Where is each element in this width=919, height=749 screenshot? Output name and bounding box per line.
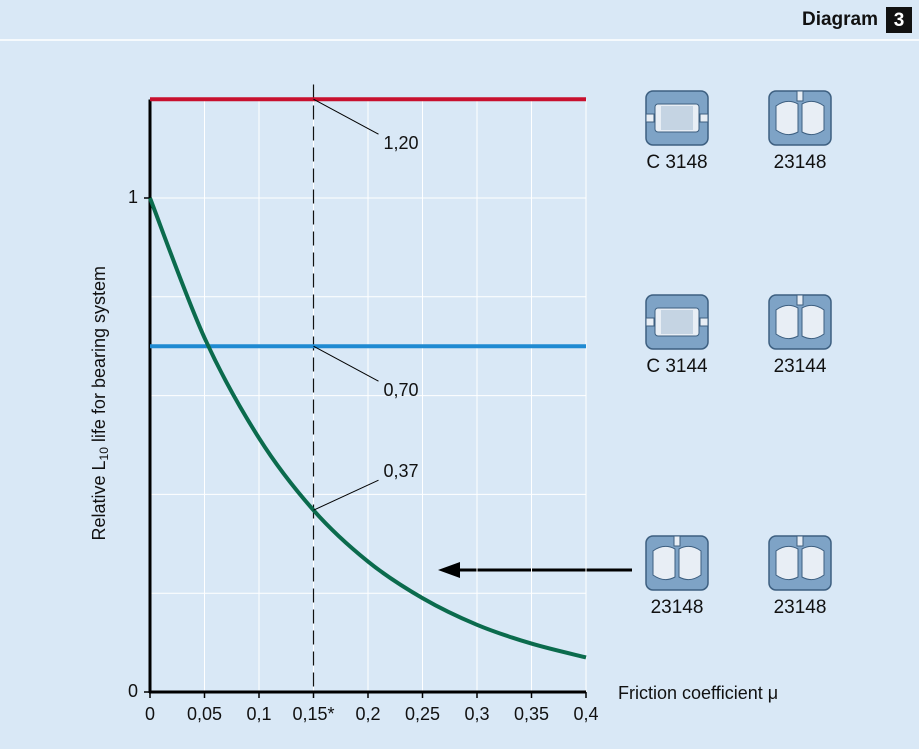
bearing-icon xyxy=(769,295,831,349)
bearing-icon xyxy=(646,536,708,590)
bearing-label: C 3144 xyxy=(646,356,708,377)
header-title: Diagram xyxy=(802,9,878,30)
x-tick-label: 0,35 xyxy=(514,704,549,724)
value-label: 1,20 xyxy=(384,133,419,153)
bearing-icon xyxy=(646,91,708,145)
bearing-label: 23148 xyxy=(774,152,827,173)
x-tick-label: 0,25 xyxy=(405,704,440,724)
bearing-icon xyxy=(646,295,708,349)
header-number: 3 xyxy=(894,10,905,31)
value-label: 0,70 xyxy=(384,380,419,400)
y-axis-label-part: 10 xyxy=(97,447,111,461)
bearing-label: 23148 xyxy=(774,597,827,618)
x-tick-label: 0,05 xyxy=(187,704,222,724)
bearing-icon xyxy=(769,536,831,590)
y-tick-label: 0 xyxy=(128,681,138,701)
x-tick-label: 0 xyxy=(145,704,155,724)
x-tick-label: 0,15* xyxy=(292,704,334,724)
value-label: 0,37 xyxy=(384,461,419,481)
x-tick-label: 0,1 xyxy=(246,704,271,724)
bearing-label: 23148 xyxy=(651,597,704,618)
bearing-label: 23144 xyxy=(774,356,827,377)
leader-line xyxy=(314,99,379,134)
leader-line xyxy=(314,480,379,510)
chart: Diagram 3 0 0,05 0,1 0,15* 0,2 0,25 0,3 0,35 0,4… xyxy=(0,0,919,749)
x-axis-label: Friction coefficient μ xyxy=(618,683,778,703)
bearing-icon xyxy=(769,91,831,145)
page: {"header": {"title": "Diagram", "number"… xyxy=(0,0,919,749)
arrow xyxy=(438,562,632,578)
leader-line xyxy=(314,346,379,381)
x-tick-label: 0,2 xyxy=(355,704,380,724)
y-axis-label: Relative L10 life for bearing system xyxy=(89,266,111,540)
y-axis-label-part: life for bearing system xyxy=(89,266,109,447)
y-axis-label-part: Relative L xyxy=(89,460,109,540)
x-tick-label: 0,4 xyxy=(573,704,598,724)
y-tick-label: 1 xyxy=(128,187,138,207)
x-tick-label: 0,3 xyxy=(464,704,489,724)
bearing-label: C 3148 xyxy=(646,152,707,173)
